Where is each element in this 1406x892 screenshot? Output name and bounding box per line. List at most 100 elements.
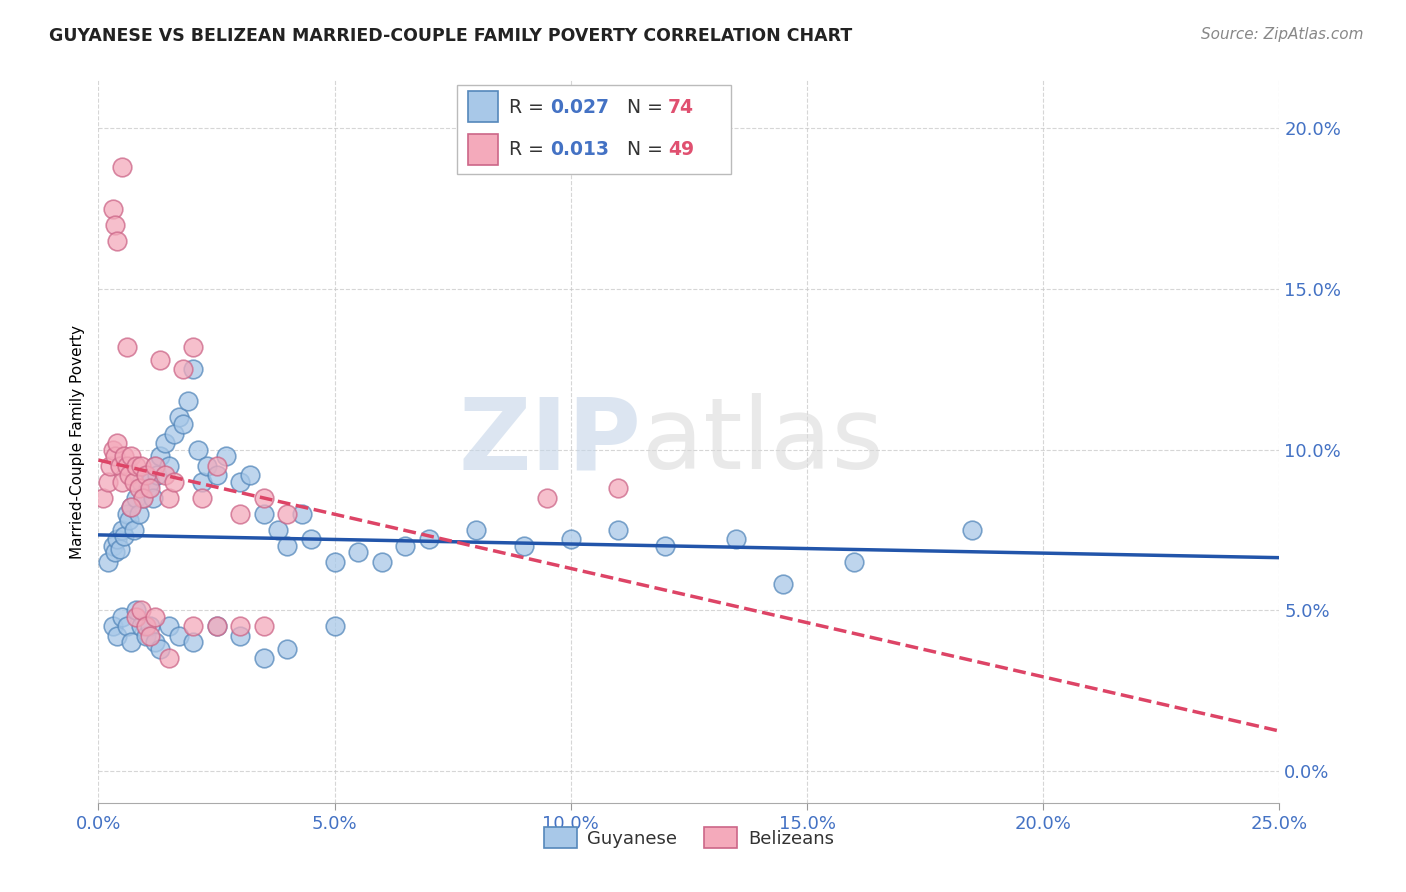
Point <box>125 609 148 624</box>
Point <box>205 619 228 633</box>
Point <box>122 523 145 537</box>
Point <box>98 458 121 473</box>
Point <box>112 529 135 543</box>
Point <box>105 533 128 547</box>
Point <box>135 468 157 483</box>
Point <box>560 533 582 547</box>
Point <box>135 629 157 643</box>
Point <box>104 218 127 232</box>
Point <box>229 475 252 489</box>
Point <box>172 417 194 431</box>
Point <box>149 641 172 656</box>
Point <box>121 449 143 463</box>
Point <box>239 468 262 483</box>
Point <box>121 635 143 649</box>
Point <box>139 629 162 643</box>
Point <box>253 491 276 505</box>
Point <box>111 160 134 174</box>
Text: 49: 49 <box>668 140 695 160</box>
Point <box>253 651 276 665</box>
Point <box>111 523 134 537</box>
Point <box>177 394 200 409</box>
Point <box>105 629 128 643</box>
Point <box>153 436 176 450</box>
Point <box>101 442 124 457</box>
Point <box>181 619 204 633</box>
Point <box>115 507 138 521</box>
Point <box>181 362 204 376</box>
Text: GUYANESE VS BELIZEAN MARRIED-COUPLE FAMILY POVERTY CORRELATION CHART: GUYANESE VS BELIZEAN MARRIED-COUPLE FAMI… <box>49 27 852 45</box>
Point <box>129 603 152 617</box>
Point <box>101 202 124 216</box>
Point <box>323 555 346 569</box>
Point <box>844 555 866 569</box>
Point <box>290 507 312 521</box>
Text: 0.013: 0.013 <box>550 140 609 160</box>
Point <box>121 500 143 515</box>
Text: N =: N = <box>627 97 669 117</box>
Point <box>118 468 141 483</box>
Point <box>276 641 298 656</box>
Point <box>111 609 134 624</box>
Point <box>125 603 148 617</box>
Text: N =: N = <box>627 140 669 160</box>
Point <box>167 410 190 425</box>
Point <box>112 449 135 463</box>
Point <box>253 619 276 633</box>
Point <box>187 442 209 457</box>
Point <box>276 539 298 553</box>
Point <box>139 619 162 633</box>
Point <box>276 507 298 521</box>
Point <box>163 475 186 489</box>
Point <box>153 468 176 483</box>
Point <box>105 234 128 248</box>
Point <box>157 491 180 505</box>
Point <box>962 523 984 537</box>
Point <box>371 555 394 569</box>
Point <box>157 619 180 633</box>
Point <box>111 475 134 489</box>
Point <box>181 635 204 649</box>
Point <box>323 619 346 633</box>
Point <box>146 468 169 483</box>
FancyBboxPatch shape <box>457 85 731 174</box>
Point <box>267 523 290 537</box>
Point <box>139 481 162 495</box>
Point <box>108 542 131 557</box>
Point <box>465 523 488 537</box>
Text: atlas: atlas <box>641 393 883 490</box>
Point <box>132 491 155 505</box>
Point <box>143 458 166 473</box>
Point <box>149 352 172 367</box>
Point <box>394 539 416 553</box>
Point <box>91 491 114 505</box>
Point <box>229 619 252 633</box>
Point <box>115 458 138 473</box>
Point <box>125 491 148 505</box>
Point <box>215 449 238 463</box>
Point <box>725 533 748 547</box>
Point <box>122 475 145 489</box>
Point <box>181 340 204 354</box>
Point <box>118 513 141 527</box>
Point <box>104 545 127 559</box>
Point <box>191 475 214 489</box>
Point <box>536 491 558 505</box>
Point <box>205 619 228 633</box>
Point <box>654 539 676 553</box>
Point <box>191 491 214 505</box>
Point <box>229 629 252 643</box>
Point <box>142 491 165 505</box>
Point <box>132 491 155 505</box>
Point <box>129 458 152 473</box>
Point <box>143 635 166 649</box>
Point <box>205 458 228 473</box>
Point <box>607 523 630 537</box>
Point <box>167 629 190 643</box>
Point <box>157 651 180 665</box>
Point <box>135 619 157 633</box>
Point <box>108 458 131 473</box>
Point <box>136 481 159 495</box>
Point <box>772 577 794 591</box>
FancyBboxPatch shape <box>468 134 498 165</box>
